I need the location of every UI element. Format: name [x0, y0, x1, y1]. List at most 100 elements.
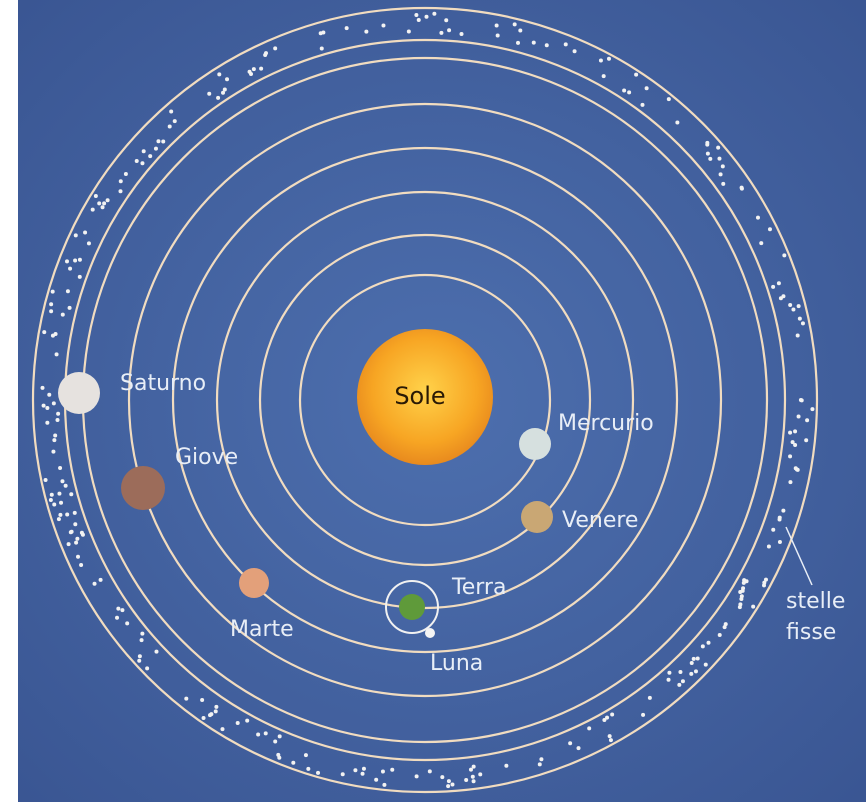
star	[52, 502, 57, 507]
star	[361, 766, 366, 771]
star	[251, 67, 256, 72]
star	[77, 274, 82, 279]
star	[794, 467, 799, 472]
star	[154, 649, 159, 654]
star	[537, 762, 542, 767]
star	[90, 207, 95, 212]
star	[700, 644, 705, 649]
star	[608, 738, 613, 743]
orbit	[127, 102, 723, 698]
star	[79, 562, 84, 567]
star	[134, 159, 139, 164]
star	[382, 782, 387, 787]
star	[666, 677, 671, 682]
star	[667, 670, 672, 675]
star	[576, 746, 581, 751]
star	[98, 577, 103, 582]
star	[424, 14, 429, 19]
star	[318, 31, 323, 36]
star	[153, 146, 158, 151]
star	[446, 779, 451, 784]
star	[755, 215, 760, 220]
earth	[399, 594, 425, 620]
star	[68, 530, 73, 535]
star	[804, 438, 809, 443]
sun-label: Sole	[394, 382, 445, 410]
star	[518, 28, 523, 33]
star	[116, 606, 121, 611]
star	[42, 330, 47, 335]
star	[703, 662, 708, 667]
star	[69, 492, 74, 497]
star	[75, 536, 80, 541]
star	[605, 715, 610, 720]
star	[306, 766, 311, 771]
star	[60, 312, 65, 317]
star	[273, 739, 278, 744]
star	[43, 478, 48, 483]
star	[259, 66, 264, 71]
star	[797, 316, 802, 321]
star	[213, 709, 218, 714]
fixed-stars-band	[40, 11, 815, 789]
star	[217, 72, 222, 77]
star	[220, 727, 225, 732]
star	[49, 492, 54, 497]
star	[718, 172, 723, 177]
star	[291, 760, 296, 765]
star	[790, 440, 795, 445]
star	[798, 398, 803, 403]
star	[706, 640, 711, 645]
star	[64, 259, 69, 264]
star	[264, 51, 269, 56]
star	[439, 30, 444, 35]
star	[105, 198, 110, 203]
star	[52, 438, 57, 443]
star	[622, 88, 627, 93]
star	[470, 774, 475, 779]
moon-orbit	[385, 580, 439, 634]
star	[65, 289, 70, 294]
star	[568, 741, 573, 746]
planet-label: Marte	[230, 617, 294, 642]
star	[610, 712, 615, 717]
star	[495, 33, 500, 38]
star	[207, 91, 212, 96]
star	[48, 498, 53, 503]
star	[716, 145, 721, 150]
star	[641, 712, 646, 717]
star	[137, 658, 142, 663]
star	[141, 149, 146, 154]
star	[680, 679, 685, 684]
star	[766, 544, 771, 549]
star	[380, 769, 385, 774]
star	[77, 257, 82, 262]
star	[440, 775, 445, 780]
star	[353, 768, 358, 773]
star	[63, 483, 68, 488]
star	[225, 77, 230, 82]
star	[49, 309, 54, 314]
star	[172, 119, 177, 124]
star	[137, 654, 142, 659]
star	[471, 779, 476, 784]
star	[208, 713, 213, 718]
star	[115, 615, 120, 620]
star	[587, 726, 592, 731]
star	[56, 411, 61, 416]
star	[55, 418, 60, 423]
star	[140, 631, 145, 636]
orbit	[298, 273, 552, 527]
star	[800, 321, 805, 326]
star	[444, 18, 449, 23]
star	[793, 429, 798, 434]
star	[459, 31, 464, 36]
star	[721, 181, 726, 186]
planet-label: Terra	[451, 575, 506, 600]
star	[41, 403, 46, 408]
saturn	[58, 372, 100, 414]
orbit	[171, 146, 679, 654]
star	[644, 86, 649, 91]
star	[86, 241, 91, 246]
